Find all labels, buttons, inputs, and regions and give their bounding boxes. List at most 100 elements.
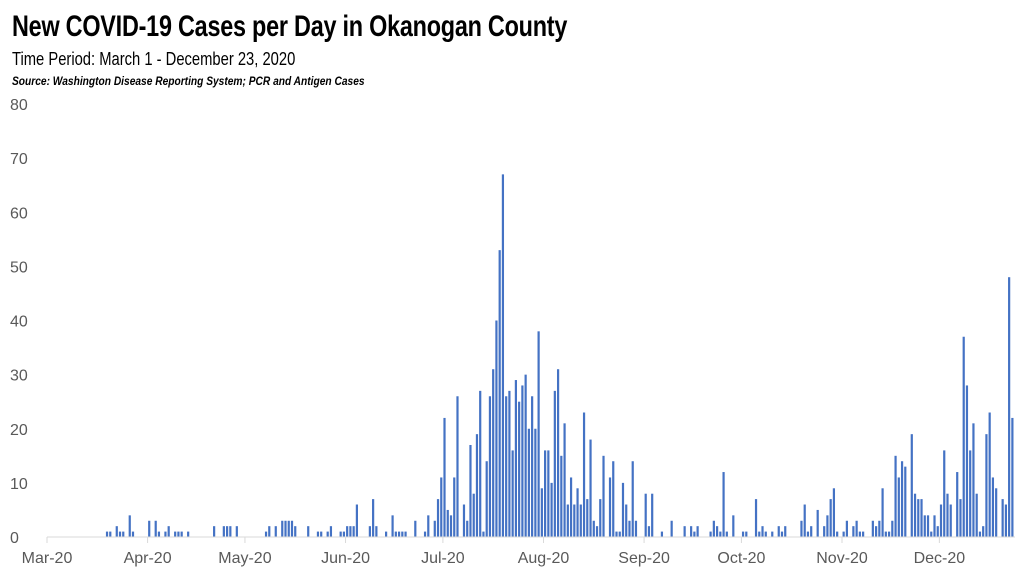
bar — [884, 531, 887, 537]
y-tick-label: 0 — [10, 530, 19, 547]
bar — [268, 526, 271, 537]
bar — [187, 531, 190, 537]
bar — [404, 531, 407, 537]
bar — [485, 461, 488, 537]
bar — [913, 493, 917, 537]
bar — [576, 488, 579, 537]
bar — [780, 531, 784, 537]
bar — [761, 526, 764, 537]
bar — [521, 385, 524, 537]
bar — [495, 320, 498, 537]
bar — [109, 531, 112, 537]
x-tick-label: Oct-20 — [717, 550, 765, 567]
bar — [284, 520, 287, 537]
bar — [946, 493, 949, 537]
bar — [479, 390, 482, 537]
bar — [453, 477, 456, 537]
bar — [842, 531, 845, 537]
bar — [683, 526, 686, 537]
bar — [806, 531, 810, 537]
bar — [423, 531, 427, 537]
chart-title: New COVID-19 Cases per Day in Okanogan C… — [12, 10, 568, 43]
bar — [553, 390, 556, 537]
bar — [524, 374, 527, 538]
bar — [608, 477, 612, 537]
bar — [722, 472, 725, 537]
bar — [771, 531, 774, 537]
bar — [154, 520, 157, 537]
bar — [518, 401, 521, 537]
bar — [644, 493, 647, 537]
bar — [754, 499, 758, 537]
bar — [602, 455, 605, 537]
bar — [505, 396, 508, 537]
bar — [936, 526, 939, 537]
bar — [696, 526, 699, 537]
bar — [900, 461, 904, 537]
bar — [829, 499, 832, 537]
bar — [628, 520, 631, 537]
bar — [803, 504, 806, 537]
bar — [972, 423, 975, 537]
bar — [618, 531, 621, 537]
bar — [531, 396, 534, 537]
bar — [372, 499, 375, 537]
bar — [920, 499, 923, 537]
bar — [115, 526, 118, 537]
x-tick-label: Apr-20 — [124, 550, 172, 567]
bar — [595, 526, 599, 537]
bars — [105, 174, 1014, 538]
y-tick-label: 40 — [10, 314, 28, 331]
bar — [816, 509, 819, 537]
bar — [307, 526, 310, 537]
bar — [488, 396, 492, 537]
bar — [634, 520, 638, 537]
bar — [469, 444, 472, 537]
bar — [589, 439, 592, 537]
bar — [871, 520, 874, 537]
bar — [894, 455, 897, 537]
bar — [566, 504, 569, 537]
bar — [670, 520, 673, 537]
bar — [891, 520, 894, 537]
chart-subtitle: Time Period: March 1 - December 23, 2020 — [12, 49, 296, 69]
bar — [320, 531, 323, 537]
bar — [758, 531, 761, 537]
bar — [826, 515, 829, 537]
bar — [719, 531, 722, 537]
y-tick-label: 50 — [10, 259, 28, 276]
bar — [235, 526, 238, 537]
bar — [213, 526, 216, 537]
bar — [962, 336, 965, 537]
bar — [287, 520, 290, 537]
bar — [329, 526, 333, 537]
bar — [784, 526, 787, 537]
x-tick-label: Jul-20 — [421, 550, 465, 567]
bar — [1008, 277, 1011, 537]
bar — [887, 531, 891, 537]
bar — [157, 531, 161, 537]
bar — [651, 493, 654, 537]
bar — [592, 520, 595, 537]
bar — [316, 531, 320, 537]
y-axis-ticks: 0 10 20 30 40 50 60 70 80 — [10, 97, 28, 547]
bar — [855, 520, 858, 537]
bar — [988, 412, 991, 537]
bar — [352, 526, 355, 537]
bar — [131, 531, 135, 537]
bar — [949, 504, 952, 537]
bar — [355, 504, 358, 537]
bar — [904, 466, 907, 537]
bar — [573, 504, 576, 537]
bar — [599, 499, 602, 537]
bar — [105, 531, 109, 537]
y-tick-label: 30 — [10, 368, 28, 385]
bar — [433, 520, 436, 537]
bar — [547, 450, 550, 537]
bar — [164, 531, 167, 537]
bar — [956, 472, 959, 537]
bar — [167, 526, 170, 537]
bar — [836, 531, 839, 537]
bar — [923, 515, 926, 537]
bar — [466, 520, 469, 537]
